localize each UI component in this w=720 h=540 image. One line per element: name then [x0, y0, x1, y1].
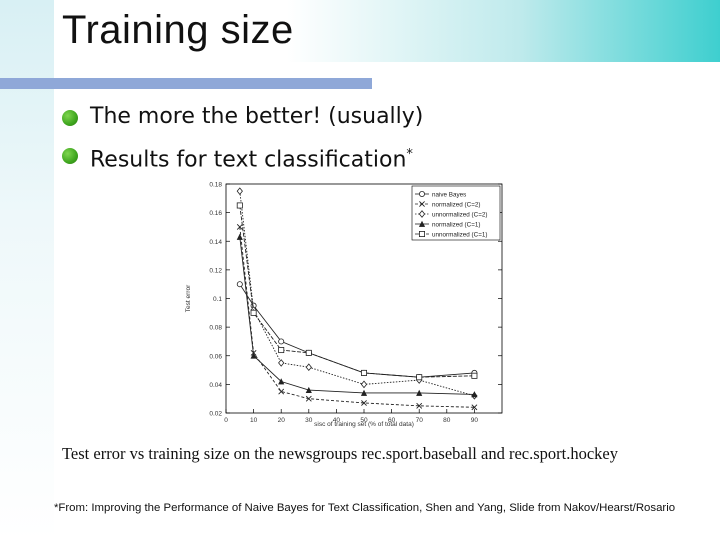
data-point — [236, 187, 243, 195]
x-tick-label: 90 — [471, 417, 479, 424]
data-point — [305, 395, 312, 402]
x-tick-label: 10 — [250, 417, 258, 424]
x-tick-label: 50 — [360, 417, 368, 424]
title-underline-bar — [0, 78, 372, 89]
bullet-text: The more the better! (usually) — [90, 104, 424, 129]
footnote-marker: * — [406, 147, 413, 162]
data-point — [471, 404, 478, 411]
legend-box — [411, 185, 501, 241]
y-tick-label: 0.14 — [209, 239, 222, 246]
data-point — [418, 231, 425, 238]
data-point — [236, 233, 243, 240]
x-tick-label: 40 — [333, 417, 341, 424]
bullet-item: Results for text classification* — [62, 138, 423, 176]
x-axis-label: sisc of training set (% of total data) — [314, 421, 414, 428]
bullet-dot-icon — [62, 110, 78, 126]
test-error-chart: 0.02 0.04 0.06 0.08 0.1 0.12 0.14 0.16 0.18 0 10 20… — [180, 176, 510, 428]
slide-title: Training size — [62, 8, 294, 52]
data-point — [416, 402, 423, 409]
source-footnote: *From: Improving the Performance of Naiv… — [54, 502, 676, 514]
y-tick-label: 0.06 — [209, 353, 222, 360]
chart-svg: 0.02 0.04 0.06 0.08 0.1 0.12 0.14 0.16 0.18 0 10 20… — [185, 182, 503, 428]
data-point — [278, 388, 285, 395]
x-tick-label: 80 — [443, 417, 451, 424]
data-point — [360, 369, 367, 376]
y-tick-label: 0.08 — [209, 325, 222, 332]
series-line — [239, 226, 475, 408]
data-point — [236, 224, 243, 230]
left-decorative-band — [0, 0, 54, 540]
bullet-item: The more the better! (usually) — [62, 100, 423, 138]
y-tick-label: 0.16 — [209, 210, 222, 217]
data-point — [418, 210, 426, 218]
bullet-text: Results for text classification — [90, 147, 407, 173]
x-tick-label: 0 — [224, 417, 228, 424]
x-tick-label: 70 — [416, 417, 424, 424]
data-point — [471, 391, 478, 398]
data-point — [236, 202, 243, 209]
legend-label: normalized (C=1) — [432, 222, 480, 229]
data-point — [361, 400, 367, 406]
y-tick-label: 0.12 — [209, 267, 222, 274]
data-point — [278, 359, 285, 367]
legend-label: unnormalized (C=2) — [432, 212, 487, 219]
legend-label: normalized (C=2) — [432, 202, 480, 209]
title-gradient-band — [54, 0, 720, 62]
legend-label: naive Bayes — [432, 192, 466, 199]
data-point — [236, 281, 243, 288]
chart-caption: Test error vs training size on the newsg… — [62, 444, 619, 463]
data-point — [250, 352, 257, 359]
series-line — [239, 283, 475, 378]
data-point — [419, 201, 425, 207]
data-point — [305, 349, 312, 356]
y-tick-label: 0.02 — [209, 411, 222, 418]
x-tick-label: 30 — [305, 417, 313, 424]
data-point — [418, 190, 425, 197]
data-point — [278, 378, 285, 385]
data-point — [360, 380, 368, 389]
data-point — [278, 347, 285, 354]
data-point — [471, 372, 478, 379]
x-tick-label: 60 — [388, 417, 396, 424]
data-point — [416, 389, 423, 396]
y-tick-label: 0.18 — [209, 182, 222, 189]
data-point — [305, 386, 312, 393]
legend-label: unnormalized (C=1) — [432, 232, 487, 239]
y-axis-label: Test error — [185, 284, 192, 312]
data-point — [278, 338, 285, 345]
data-point — [305, 363, 312, 372]
data-point — [250, 309, 257, 316]
data-point — [416, 374, 423, 381]
data-point — [418, 220, 426, 227]
bullet-dot-icon — [62, 148, 78, 164]
data-point — [360, 389, 368, 396]
x-tick-label: 20 — [278, 417, 286, 424]
bullet-list: The more the better! (usually) Results f… — [62, 100, 423, 176]
y-tick-label: 0.1 — [213, 296, 222, 303]
y-tick-label: 0.04 — [209, 382, 222, 389]
